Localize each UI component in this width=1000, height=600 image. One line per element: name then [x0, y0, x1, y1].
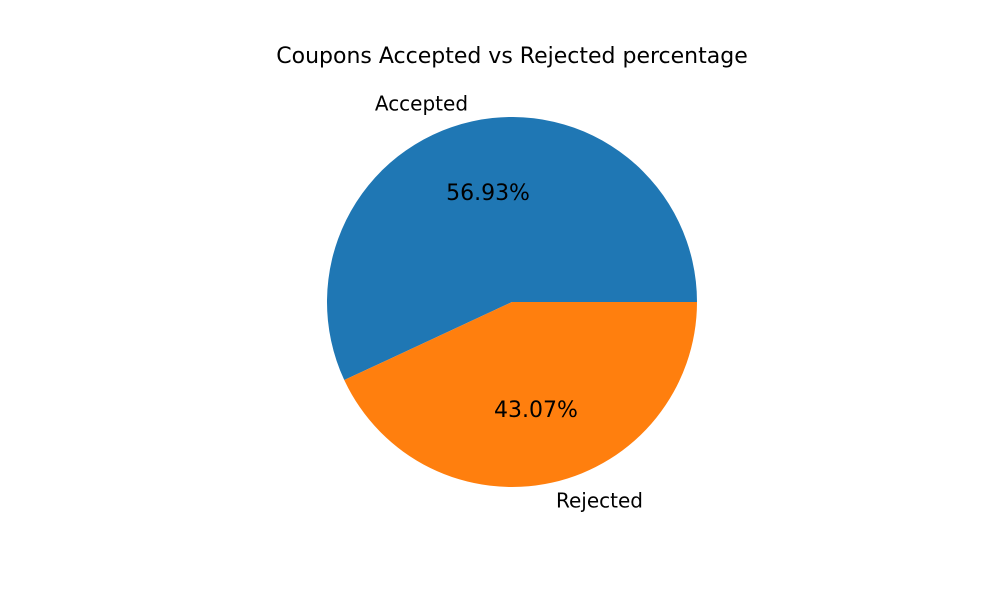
slice-label-accepted: Accepted: [375, 91, 468, 115]
slice-percent-accepted: 56.93%: [446, 181, 530, 206]
pie-slice-accepted: [326, 117, 697, 381]
pie-slices: [326, 117, 697, 487]
chart-title: Coupons Accepted vs Rejected percentage: [276, 44, 747, 69]
slice-percent-rejected: 43.07%: [494, 398, 578, 423]
pie-labels: Accepted 56.93% Rejected 43.07%: [375, 91, 643, 512]
slice-label-rejected: Rejected: [556, 489, 643, 513]
pie-slice-rejected: [344, 302, 697, 487]
